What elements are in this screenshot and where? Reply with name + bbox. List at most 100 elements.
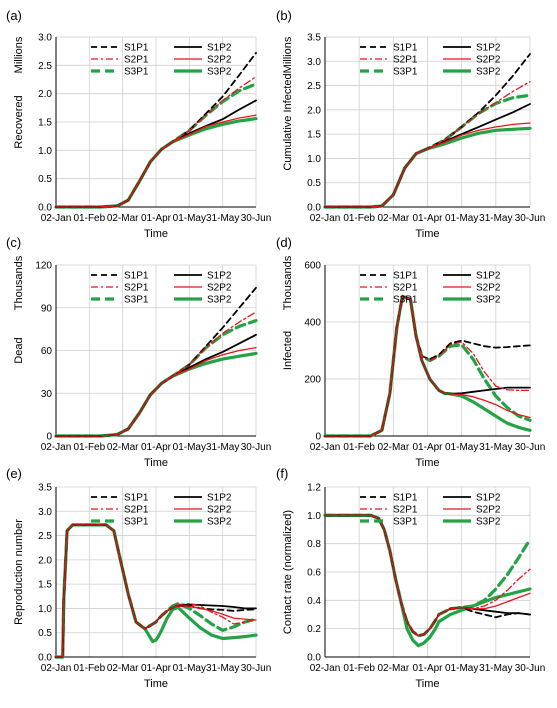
legend: S1P1 S1P2 S2P1 S2P2 S3P1 S3P2: [360, 493, 501, 528]
legend-label-s2p2: S2P2: [207, 505, 232, 516]
x-tick-label: 30-Jun: [515, 213, 546, 224]
x-tick-label: 02-Jan: [41, 213, 72, 224]
y-tick-label: 2.5: [307, 81, 321, 92]
y-tick-label: 0.2: [307, 624, 321, 635]
unit-label: Thousands: [13, 255, 25, 310]
series-line-s2p2: [55, 524, 257, 658]
y-tick-label: 30: [41, 389, 53, 400]
legend-label-s2p1: S2P1: [124, 505, 149, 516]
series-line-s2p2: [324, 295, 531, 437]
y-tick-label: 1.5: [38, 118, 52, 129]
legend-label-s1p2: S1P2: [476, 43, 501, 54]
x-axis-title: Time: [144, 457, 168, 469]
x-axis-title: Time: [415, 457, 439, 469]
x-tick-label: 31-May: [206, 213, 239, 224]
legend: S1P1 S1P2 S2P1 S2P2 S3P1 S3P2: [91, 271, 232, 306]
legend-label-s1p2: S1P2: [207, 43, 232, 54]
panel-label: (c): [6, 235, 21, 250]
x-tick-label: 01-May: [445, 213, 478, 224]
legend-label-s1p2: S1P2: [207, 271, 232, 282]
panel-b: (b)0.00.51.01.52.02.53.03.502-Jan 01-Feb 0…: [276, 8, 545, 240]
legend-label-s3p2: S3P2: [476, 295, 501, 306]
legend-label-s1p1: S1P1: [393, 493, 418, 504]
x-tick-label: 02-Jan: [310, 213, 341, 224]
x-tick-label: 02-Mar: [377, 663, 409, 674]
x-tick-label: 01-May: [173, 442, 206, 453]
legend-label-s1p2: S1P2: [476, 493, 501, 504]
x-tick-label: 31-May: [206, 442, 239, 453]
x-tick-label: 02-Jan: [41, 663, 72, 674]
x-tick-label: 01-Feb: [73, 663, 105, 674]
unit-label: Millions: [282, 36, 294, 73]
y-axis-title: Dead: [13, 337, 25, 363]
x-axis-title: Time: [144, 678, 168, 690]
y-tick-label: 600: [304, 261, 321, 272]
y-tick-label: 1.0: [38, 604, 52, 615]
legend-label-s3p1: S3P1: [124, 67, 149, 78]
panel-label: (a): [6, 8, 22, 23]
y-tick-label: 0.0: [307, 203, 321, 214]
legend-label-s3p2: S3P2: [476, 67, 501, 78]
gridlines: [324, 36, 531, 208]
y-tick-label: 0: [315, 432, 321, 443]
x-tick-label: 31-May: [206, 663, 239, 674]
x-tick-label: 01-May: [445, 442, 478, 453]
legend-label-s2p1: S2P1: [124, 55, 149, 66]
y-tick-label: 200: [304, 375, 321, 386]
x-tick-label: 31-May: [479, 663, 512, 674]
panel-f: (f) 0.0 0.2 0.4 0.6 0.8 1.0 1.2 02-Jan 01-Feb 02-M…: [276, 466, 545, 690]
y-tick-label: 0.0: [38, 203, 52, 214]
legend: S1P1 S1P2 S2P1 S2P2 S3P1 S3P2: [360, 43, 501, 78]
legend-label-s1p1: S1P1: [124, 271, 149, 282]
unit-label: Thousands: [282, 255, 294, 310]
y-axis-title: Contact rate (normalized): [282, 510, 294, 634]
x-tick-label: 30-Jun: [515, 442, 546, 453]
legend-label-s1p1: S1P1: [124, 493, 149, 504]
x-tick-label: 01-Feb: [343, 442, 375, 453]
panel-a: (a) 0.0 0.5 1.0 1.5 2.0 2.5 3.0 02-Jan 01-Feb 02-M…: [6, 8, 271, 240]
series-line-s2p2: [55, 114, 257, 208]
series-line-s2p2: [55, 346, 257, 437]
legend-label-s1p2: S1P2: [476, 271, 501, 282]
y-tick-label: 3.0: [38, 507, 52, 518]
y-tick-label: 1.5: [307, 130, 321, 141]
x-tick-label: 02-Mar: [107, 663, 139, 674]
x-tick-label: 01-Apr: [412, 213, 443, 224]
x-axis-title: Time: [415, 678, 439, 690]
y-tick-label: 0.8: [307, 539, 321, 550]
y-tick-label: 0.0: [307, 653, 321, 664]
legend-label-s3p2: S3P2: [207, 517, 232, 528]
legend-label-s3p2: S3P2: [476, 517, 501, 528]
x-tick-label: 30-Jun: [241, 663, 272, 674]
legend-label-s3p1: S3P1: [393, 517, 418, 528]
legend-label-s1p1: S1P1: [393, 271, 418, 282]
x-tick-label: 01-May: [173, 663, 206, 674]
legend: S1P1 S1P2 S2P1 S2P2 S3P1 S3P2: [360, 271, 501, 306]
x-axis-title: Time: [415, 228, 439, 240]
legend-label-s2p1: S2P1: [393, 55, 418, 66]
x-tick-label: 30-Jun: [241, 442, 272, 453]
x-tick-label: 02-Mar: [377, 213, 409, 224]
legend-label-s3p1: S3P1: [124, 517, 149, 528]
x-tick-label: 01-Apr: [141, 663, 172, 674]
x-tick-label: 01-Feb: [73, 213, 105, 224]
x-tick-label: 30-Jun: [515, 663, 546, 674]
y-tick-label: 2.0: [38, 89, 52, 100]
y-tick-label: 0.6: [307, 568, 321, 579]
series-line-s2p2: [324, 514, 531, 637]
y-tick-label: 2.0: [307, 105, 321, 116]
legend: S1P1 S1P2 S2P1 S2P2 S3P1 S3P2: [91, 43, 232, 78]
y-tick-label: 2.5: [38, 61, 52, 72]
y-tick-label: 0.4: [307, 596, 321, 607]
x-tick-label: 01-Feb: [73, 442, 105, 453]
legend-label-s3p2: S3P2: [207, 295, 232, 306]
x-tick-label: 02-Jan: [310, 663, 341, 674]
x-tick-label: 01-Apr: [412, 663, 443, 674]
x-tick-label: 01-Feb: [343, 213, 375, 224]
x-tick-label: 01-May: [173, 213, 206, 224]
y-tick-label: 1.0: [307, 511, 321, 522]
y-tick-label: 2.5: [38, 531, 52, 542]
y-tick-label: 0.0: [38, 653, 52, 664]
